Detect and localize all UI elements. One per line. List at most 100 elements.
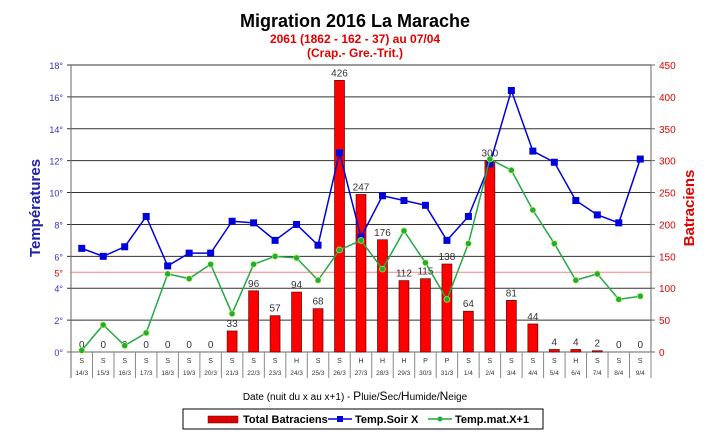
bar-label: 115 (417, 267, 433, 278)
y-tick-left: 16° (49, 93, 63, 103)
bar-label: 44 (527, 312, 539, 323)
data-point (336, 246, 343, 254)
data-point (164, 262, 172, 270)
x-axis-label: Date (nuit du x au x+1) - Pluie/Sec/Humi… (243, 389, 468, 403)
legend-label-bars: Total Batraciens (243, 414, 328, 426)
x-tick-weather: H (294, 358, 299, 365)
y-tick-right: 300 (659, 157, 676, 168)
bar (355, 194, 367, 353)
x-tick-weather: S (466, 358, 471, 365)
data-point (250, 261, 257, 268)
bar (420, 278, 431, 353)
bar (441, 263, 453, 353)
x-tick-date: 6/4 (571, 370, 580, 377)
bar (312, 308, 324, 353)
bar-label: 138 (439, 252, 456, 263)
x-tick-date: 5/4 (550, 370, 559, 377)
y-tick-left: 6° (54, 252, 63, 262)
x-tick-weather: S (531, 358, 536, 365)
bar-label: 4 (573, 337, 579, 348)
bar-label: 64 (463, 299, 475, 310)
x-tick-date: 16/3 (118, 370, 131, 377)
chart-subtitle-1: 2061 (1862 - 162 - 37) au 07/04 (270, 32, 440, 46)
bar (463, 310, 474, 353)
x-tick-date: 30/3 (419, 370, 432, 377)
bar-label: 96 (248, 279, 260, 290)
data-point (507, 87, 515, 95)
legend-swatch-bars (207, 415, 239, 424)
data-point (572, 276, 580, 284)
weather-word: luie/ (361, 392, 380, 403)
bar-label: 68 (312, 297, 324, 308)
bar-label: 247 (353, 182, 370, 193)
data-point (271, 253, 279, 260)
x-tick-date: 27/3 (355, 370, 368, 377)
bar (291, 291, 302, 353)
data-point (207, 261, 214, 268)
x-tick-date: 26/3 (333, 370, 346, 377)
bar-label: 33 (227, 319, 239, 330)
y-tick-left: 18° (49, 61, 63, 71)
data-point (550, 158, 558, 166)
x-tick-weather: S (165, 358, 170, 365)
data-point (486, 155, 494, 163)
data-point (422, 259, 429, 267)
y-tick-left: 8° (54, 220, 63, 230)
x-axis-label-prefix: Date (nuit du x au x+1) - (243, 392, 353, 403)
data-point (551, 240, 558, 247)
data-point (593, 270, 601, 278)
x-tick-date: 17/3 (140, 370, 153, 377)
bar-label: 0 (637, 340, 643, 351)
x-tick-weather: S (208, 358, 213, 365)
data-point (228, 310, 236, 318)
x-tick-weather: S (251, 358, 256, 365)
data-point (572, 197, 580, 205)
bar-label: 176 (374, 228, 391, 239)
data-point (529, 206, 537, 214)
x-tick-weather: P (445, 358, 450, 365)
x-tick-weather: S (509, 358, 514, 365)
x-tick-weather: S (552, 358, 557, 365)
x-tick-weather: S (144, 358, 149, 365)
bar-label: 0 (100, 340, 106, 351)
data-point (271, 236, 279, 244)
data-point (99, 252, 107, 260)
bar (506, 300, 517, 353)
data-point (185, 275, 193, 282)
legend-label-mat: Temp.mat.X+1 (455, 414, 529, 426)
y-tick-right: 150 (659, 252, 676, 263)
weather-word: umide/ (410, 392, 440, 403)
y-tick-left: 2° (54, 316, 63, 326)
y-tick-right: 350 (659, 125, 676, 136)
y-tick-right: 450 (659, 61, 676, 72)
x-tick-date: 4/4 (528, 370, 537, 377)
data-point (400, 197, 408, 205)
x-tick-weather: H (358, 358, 363, 365)
data-point (593, 211, 601, 219)
bar-label: 0 (165, 340, 171, 351)
bar (591, 350, 603, 353)
x-tick-date: 7/4 (593, 370, 602, 377)
chart-subtitle-2: (Crap.- Gre.-Trit.) (307, 46, 403, 60)
y-tick-left: 12° (49, 157, 63, 167)
weather-initial: N (440, 389, 449, 403)
bar-label: 0 (79, 340, 85, 351)
bar (398, 280, 410, 353)
data-point (400, 227, 408, 235)
x-tick-weather: S (638, 358, 643, 365)
data-point (421, 201, 429, 209)
bar-label: 0 (143, 340, 149, 351)
y-axis-right-label: Batraciens (681, 170, 698, 247)
bar (226, 330, 238, 353)
data-point (314, 241, 322, 249)
x-tick-date: 2/4 (485, 370, 494, 377)
x-tick-weather: H (401, 358, 406, 365)
x-tick-date: 25/3 (312, 370, 325, 377)
x-tick-date: 19/3 (183, 370, 196, 377)
x-tick-weather: S (230, 358, 235, 365)
bar-label: 0 (208, 340, 214, 351)
legend-marker-soir (337, 416, 343, 422)
y-tick-right: 200 (659, 220, 676, 231)
x-tick-date: 22/3 (247, 370, 260, 377)
bar (269, 315, 281, 353)
